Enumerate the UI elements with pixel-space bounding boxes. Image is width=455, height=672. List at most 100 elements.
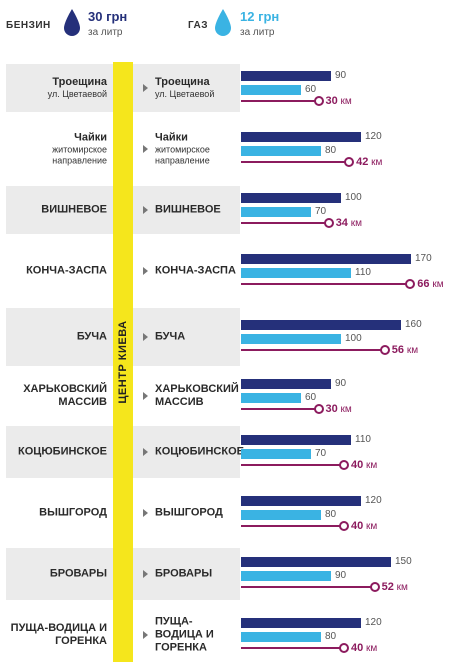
distance-line bbox=[241, 100, 318, 102]
location-label: ВИШНЕВОЕ bbox=[155, 203, 221, 216]
distance-unit: км bbox=[366, 460, 378, 471]
arrow-right-icon bbox=[143, 84, 148, 92]
distance-label: 30 км bbox=[326, 404, 352, 415]
location-label: КОЦЮБИНСКОЕ bbox=[18, 445, 107, 458]
location-label: БУЧА bbox=[76, 330, 107, 343]
location-name-left: КОНЧА-ЗАСПА bbox=[26, 265, 107, 278]
location-box-left: ХАРЬКОВСКИЙ МАССИВ bbox=[6, 370, 113, 422]
distance-marker bbox=[339, 460, 349, 470]
location-label: БРОВАРЫ bbox=[155, 567, 213, 580]
location-name-left: Троещина ул. Цветаевой bbox=[48, 76, 107, 100]
distance-marker bbox=[313, 404, 324, 414]
distance-value: 30 bbox=[325, 403, 338, 415]
location-label: Чайки bbox=[155, 131, 188, 144]
gas-cost-bar bbox=[241, 207, 311, 217]
distance-label: 34 км bbox=[336, 218, 362, 229]
distance-marker bbox=[379, 345, 390, 355]
distance-label: 52 км bbox=[382, 582, 408, 593]
distance-unit: км bbox=[396, 582, 408, 593]
petrol-cost-label: 150 bbox=[395, 556, 412, 567]
location-label: ВИШНЕВОЕ bbox=[41, 203, 107, 216]
legend-gas-price: 12 грн bbox=[240, 9, 280, 24]
location-label: ПУЩА-ВОДИЦА И ГОРЕНКА bbox=[10, 622, 107, 647]
location-box-right: КОНЧА-ЗАСПА bbox=[133, 240, 240, 302]
legend-gas-unit: за литр bbox=[240, 27, 275, 38]
city-center-label: ЦЕНТР КИЕВА bbox=[117, 320, 129, 404]
arrow-right-icon bbox=[143, 570, 148, 578]
gas-cost-bar bbox=[241, 449, 311, 459]
distance-line bbox=[241, 586, 374, 588]
location-label: БУЧА bbox=[155, 330, 186, 343]
location-box-left: Троещина ул. Цветаевой bbox=[6, 64, 113, 112]
chart-row: ВИШНЕВОЕ ВИШНЕВОЕ 100 70 34 км bbox=[0, 186, 455, 234]
distance-value: 40 bbox=[351, 642, 364, 654]
location-sublabel: житомирское направление bbox=[52, 144, 107, 166]
distance-value: 30 bbox=[325, 95, 338, 107]
location-label: ВЫШГОРОД bbox=[155, 506, 223, 519]
location-name-left: ВЫШГОРОД bbox=[39, 507, 107, 520]
distance-line bbox=[241, 464, 343, 466]
gas-cost-label: 60 bbox=[305, 84, 317, 95]
gas-cost-bar bbox=[241, 571, 331, 581]
petrol-cost-bar bbox=[241, 320, 401, 330]
location-label: КОНЧА-ЗАСПА bbox=[155, 264, 236, 277]
distance-value: 40 bbox=[351, 520, 364, 532]
location-box-left: Чайки житомирское направление bbox=[6, 118, 113, 180]
chart-row: Чайки житомирское направление Чайки житомир… bbox=[0, 118, 455, 180]
location-box-left: КОЦЮБИНСКОЕ bbox=[6, 426, 113, 478]
location-label: ХАРЬКОВСКИЙ МАССИВ bbox=[23, 383, 107, 408]
gas-cost-label: 70 bbox=[315, 206, 327, 217]
chart-row: ВЫШГОРОД ВЫШГОРОД 120 80 40 км bbox=[0, 484, 455, 542]
distance-unit: км bbox=[406, 345, 419, 356]
location-label: БРОВАРЫ bbox=[49, 567, 107, 580]
location-box-left: БУЧА bbox=[6, 308, 113, 366]
location-label: КОЦЮБИНСКОЕ bbox=[155, 445, 244, 458]
location-sublabel: ул. Цветаевой bbox=[155, 89, 215, 99]
location-label: ПУЩА-ВОДИЦА И ГОРЕНКА bbox=[155, 615, 214, 654]
location-name-right: Троещина ул. Цветаевой bbox=[155, 76, 214, 100]
distance-unit: км bbox=[432, 279, 444, 290]
chart-row: БУЧА БУЧА 160 100 56 км bbox=[0, 308, 455, 366]
petrol-cost-label: 90 bbox=[335, 70, 347, 81]
legend-gas-name: ГАЗ bbox=[188, 20, 209, 31]
distance-marker bbox=[339, 521, 349, 531]
location-sublabel: ул. Цветаевой bbox=[47, 89, 107, 99]
location-name-right: КОНЧА-ЗАСПА bbox=[155, 265, 236, 278]
petrol-cost-label: 160 bbox=[405, 319, 422, 330]
petrol-cost-bar bbox=[241, 71, 331, 81]
chart-row: БРОВАРЫ БРОВАРЫ 150 90 52 км bbox=[0, 548, 455, 600]
petrol-cost-bar bbox=[241, 496, 361, 506]
location-name-left: БРОВАРЫ bbox=[50, 568, 107, 581]
petrol-cost-bar bbox=[241, 435, 351, 445]
legend-petrol-price: 30 грн bbox=[88, 9, 128, 24]
petrol-cost-label: 110 bbox=[355, 434, 371, 445]
arrow-right-icon bbox=[143, 448, 148, 456]
location-box-right: ХАРЬКОВСКИЙ МАССИВ bbox=[133, 370, 240, 422]
distance-marker bbox=[344, 157, 355, 167]
location-box-left: КОНЧА-ЗАСПА bbox=[6, 240, 113, 302]
distance-value: 52 bbox=[381, 581, 394, 593]
distance-value: 66 bbox=[417, 278, 430, 290]
gas-cost-label: 80 bbox=[325, 509, 337, 520]
location-sublabel: житомирское направление bbox=[155, 144, 210, 166]
location-box-left: ВИШНЕВОЕ bbox=[6, 186, 113, 234]
distance-label: 40 км bbox=[351, 460, 377, 471]
distance-marker bbox=[313, 96, 324, 106]
chart-row: ПУЩА-ВОДИЦА И ГОРЕНКА ПУЩА-ВОДИЦА И ГОРЕН… bbox=[0, 606, 455, 664]
distance-unit: км bbox=[366, 521, 378, 532]
distance-unit: км bbox=[350, 218, 362, 229]
distance-label: 56 км bbox=[392, 345, 418, 356]
distance-value: 42 bbox=[356, 156, 369, 168]
distance-line bbox=[241, 349, 384, 351]
location-label: ХАРЬКОВСКИЙ МАССИВ bbox=[155, 383, 239, 408]
distance-unit: км bbox=[371, 157, 383, 168]
distance-marker bbox=[323, 218, 334, 228]
distance-value: 40 bbox=[351, 459, 364, 471]
location-box-right: БУЧА bbox=[133, 308, 240, 366]
distance-line bbox=[241, 283, 410, 285]
location-name-right: ПУЩА-ВОДИЦА И ГОРЕНКА bbox=[155, 616, 240, 655]
distance-line bbox=[241, 408, 318, 410]
gas-cost-bar bbox=[241, 268, 351, 278]
arrow-right-icon bbox=[143, 267, 148, 275]
distance-marker bbox=[369, 582, 380, 592]
